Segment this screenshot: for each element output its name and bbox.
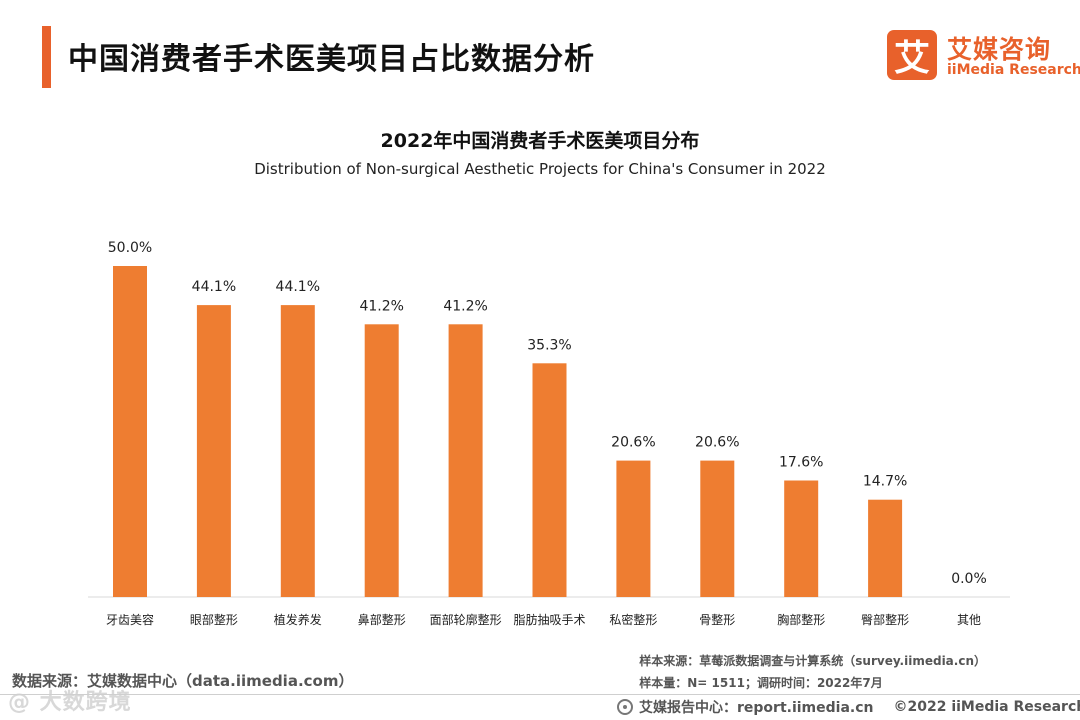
bar-0 <box>113 266 147 597</box>
value-label-4: 41.2% <box>443 298 487 314</box>
brand-logo: 艾 艾媒咨询 iiMedia Research <box>887 30 1080 84</box>
category-label-2: 植发养发 <box>274 612 322 627</box>
bar-4 <box>448 324 483 597</box>
value-label-0: 50.0% <box>108 240 152 256</box>
chart-title: 2022年中国消费者手术医美项目分布 <box>380 130 700 152</box>
bar-5 <box>532 363 567 597</box>
value-label-5: 35.3% <box>527 337 571 353</box>
bar-1 <box>196 305 231 597</box>
value-label-9: 14.7% <box>863 474 907 490</box>
bar-2 <box>280 305 315 597</box>
report-center-icon <box>617 699 633 715</box>
data-source-note: 数据来源：艾媒数据中心（data.iimedia.com） <box>12 672 354 690</box>
sample-size-text: 样本量：N= 1511；调研时间：2022年7月 <box>639 676 883 690</box>
value-label-3: 41.2% <box>359 298 403 314</box>
value-label-7: 20.6% <box>695 435 739 451</box>
bar-8 <box>784 480 819 597</box>
category-label-4: 面部轮廓整形 <box>430 612 502 627</box>
sample-source-text: 样本来源：草莓派数据调查与计算系统（survey.iimedia.cn） <box>639 654 986 668</box>
bar-7 <box>700 460 735 597</box>
category-label-7: 骨整形 <box>699 612 735 627</box>
report-center-link[interactable]: 艾媒报告中心：report.iimedia.cn <box>639 700 874 716</box>
logo-en-text: iiMedia Research <box>947 62 1080 78</box>
page-title: 中国消费者手术医美项目占比数据分析 <box>68 42 595 77</box>
category-label-1: 眼部整形 <box>190 612 238 627</box>
title-accent-bar <box>42 26 51 88</box>
logo-mark-icon: 艾 <box>887 30 937 80</box>
value-label-6: 20.6% <box>611 435 655 451</box>
value-label-10: 0.0% <box>951 571 987 587</box>
category-label-6: 私密整形 <box>609 612 657 627</box>
bar-3 <box>364 324 399 597</box>
value-label-1: 44.1% <box>192 279 236 295</box>
logo-cn-text: 艾媒咨询 <box>947 35 1052 64</box>
category-label-8: 胸部整形 <box>777 612 825 627</box>
chart-subtitle: Distribution of Non-surgical Aesthetic P… <box>254 160 826 178</box>
category-label-5: 脂肪抽吸手术 <box>513 612 585 627</box>
watermark-text: @ 大数跨境 <box>8 690 132 715</box>
footer: 艾媒报告中心：report.iimedia.cn ©2022 iiMedia R… <box>617 697 1080 717</box>
bar-9 <box>868 499 903 597</box>
copyright-text: ©2022 iiMedia Research Inc <box>893 699 1080 715</box>
category-label-3: 鼻部整形 <box>358 612 406 627</box>
footer-divider <box>0 694 1080 695</box>
category-label-9: 臀部整形 <box>861 612 909 627</box>
bar-6 <box>616 460 651 597</box>
value-label-2: 44.1% <box>276 279 320 295</box>
category-label-0: 牙齿美容 <box>106 612 154 627</box>
category-label-10: 其他 <box>957 613 981 627</box>
value-label-8: 17.6% <box>779 455 823 471</box>
sample-info: 样本来源：草莓派数据调查与计算系统（survey.iimedia.cn） 样本量… <box>639 650 986 694</box>
